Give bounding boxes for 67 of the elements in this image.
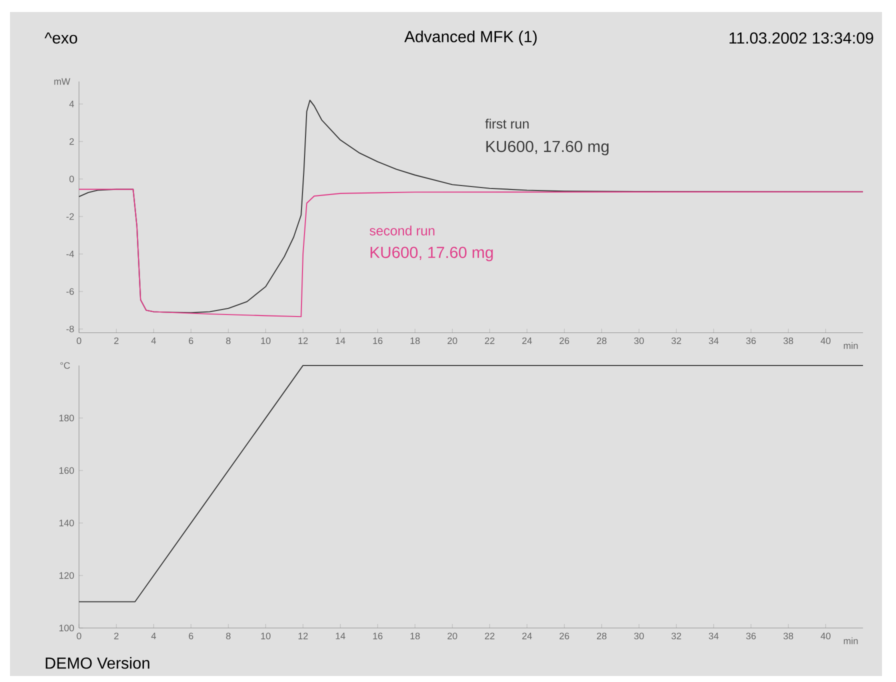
x-tick-label: 30	[634, 632, 644, 640]
x-axis-title: min	[844, 342, 858, 349]
y-tick-label: -2	[66, 213, 74, 220]
x-tick-label: 14	[336, 632, 346, 640]
line-series	[78, 188, 864, 318]
x-tick-label: 22	[484, 337, 494, 344]
y-tick-label: 4	[69, 100, 74, 108]
x-tick-label: 2	[114, 632, 118, 640]
y-tick-label: 100	[59, 624, 74, 632]
y-tick-label: -4	[66, 250, 74, 258]
annotation: KU600, 17.60 mg	[486, 140, 609, 156]
x-tick-label: 16	[373, 337, 382, 344]
x-tick-label: 18	[410, 337, 420, 344]
x-tick-label: 14	[336, 337, 346, 344]
y-tick-label: 120	[59, 572, 74, 579]
x-axis-title: min	[844, 637, 858, 644]
x-tick-label: 8	[226, 337, 231, 344]
y-tick-label: 180	[59, 414, 74, 422]
y-tick-label: -6	[66, 288, 74, 295]
x-tick-label: 34	[708, 632, 719, 640]
x-tick-label: 16	[373, 632, 382, 640]
x-tick-label: 26	[560, 337, 570, 344]
x-tick-label: 40	[820, 632, 830, 640]
x-tick-label: 34	[708, 337, 719, 344]
x-tick-label: 36	[746, 337, 756, 344]
x-tick-label: 6	[188, 632, 194, 640]
x-tick-label: 38	[784, 632, 794, 640]
y-tick-label: 140	[59, 520, 74, 526]
text: second run	[370, 226, 434, 236]
x-tick-label: 26	[560, 632, 570, 640]
x-tick-label: 28	[596, 337, 606, 344]
x-tick-label: 30	[634, 337, 644, 344]
x-tick-label: 38	[784, 337, 794, 344]
annotation: KU600, 17.60 mg	[370, 246, 493, 262]
x-tick-label: 24	[522, 337, 532, 344]
y-tick-label: 2	[70, 138, 74, 145]
text: 11.03.2002 13:34:09	[730, 32, 874, 44]
text: first run	[485, 118, 529, 129]
x-tick-label: 10	[261, 337, 270, 344]
x-tick-label: 0	[76, 337, 82, 344]
chart-title: Advanced MFK (1)	[404, 30, 537, 46]
x-tick-label: 4	[151, 632, 156, 640]
x-tick-label: 12	[298, 632, 308, 640]
x-tick-label: 20	[448, 337, 458, 344]
y-axis-title: °C	[60, 362, 70, 369]
x-tick-label: 6	[188, 337, 194, 344]
x-tick-label: 12	[298, 337, 308, 344]
x-tick-label: 0	[76, 632, 82, 640]
x-tick-label: 18	[410, 632, 420, 640]
x-tick-label: 36	[746, 632, 756, 640]
x-tick-label: 10	[261, 632, 270, 640]
text: DEMO Version	[46, 657, 150, 669]
y-axis-title: mW	[54, 78, 70, 85]
x-tick-label: 22	[484, 632, 494, 640]
text: ^exo	[44, 32, 78, 44]
x-tick-label: 24	[522, 632, 532, 640]
x-tick-label: 2	[114, 337, 118, 344]
x-tick-label: 8	[226, 632, 231, 640]
x-tick-label: 20	[448, 632, 458, 640]
x-tick-label: 32	[672, 632, 682, 640]
x-tick-label: 4	[151, 337, 156, 344]
y-tick-label: -8	[66, 326, 74, 332]
x-tick-label: 32	[672, 337, 682, 344]
x-tick-label: 28	[596, 632, 606, 640]
y-tick-label: 160	[59, 467, 74, 474]
x-tick-label: 40	[820, 337, 830, 344]
y-tick-label: 0	[69, 176, 74, 182]
